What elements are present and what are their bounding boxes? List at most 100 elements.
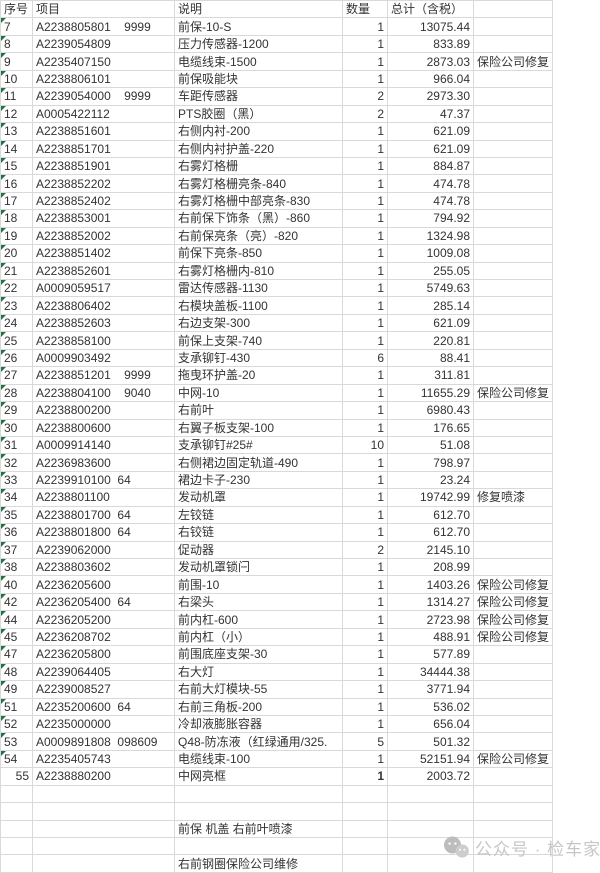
cell-seq[interactable]: 40 <box>0 575 33 594</box>
cell-seq[interactable]: 26 <box>0 348 33 368</box>
cell-total[interactable]: 11655.29 <box>387 383 474 403</box>
cell-total[interactable]: 621.09 <box>387 313 474 333</box>
cell-item-code[interactable]: A2238851201 9999 <box>32 366 175 385</box>
cell-description[interactable]: 右梁头 <box>174 592 343 612</box>
cell-item-code[interactable]: A2238800200 <box>32 401 175 420</box>
cell-note[interactable] <box>472 34 554 54</box>
cell-note[interactable] <box>472 209 554 228</box>
cell-item-code[interactable]: A2238852402 <box>32 191 175 211</box>
cell-item-code[interactable]: A0009903492 <box>32 348 175 368</box>
cell-total[interactable]: 88.41 <box>387 348 474 368</box>
cell-total[interactable]: 966.04 <box>387 69 474 89</box>
cell-total[interactable]: 220.81 <box>387 331 474 350</box>
cell-total[interactable]: 6980.43 <box>387 401 474 420</box>
cell-quantity[interactable]: 1 <box>342 383 388 403</box>
cell-note[interactable] <box>472 174 554 193</box>
cell-item-code[interactable]: A2238803602 <box>32 557 175 577</box>
cell-seq[interactable]: 19 <box>0 226 33 246</box>
cell-note[interactable] <box>472 418 554 437</box>
cell-quantity[interactable]: 1 <box>342 34 388 54</box>
cell-quantity[interactable]: 1 <box>342 575 388 594</box>
cell-item-code[interactable]: A2238801700 64 <box>32 505 175 525</box>
cell-seq[interactable]: 48 <box>0 662 33 682</box>
cell-note[interactable] <box>472 453 554 472</box>
cell-seq[interactable]: 13 <box>0 122 33 141</box>
cell-seq[interactable]: 47 <box>0 645 33 664</box>
cell-description[interactable]: 前围-10 <box>174 575 343 594</box>
cell-seq[interactable]: 16 <box>0 174 33 193</box>
cell-description[interactable]: 右侧内衬护盖-220 <box>174 139 343 158</box>
header-item[interactable]: 项目 <box>32 0 175 19</box>
cell-quantity[interactable]: 2 <box>342 87 388 106</box>
cell-total[interactable]: 19742.99 <box>387 488 474 507</box>
cell-total[interactable]: 833.89 <box>387 34 474 54</box>
cell-note[interactable] <box>472 156 554 176</box>
cell-total[interactable]: 51.08 <box>387 435 474 455</box>
cell-quantity[interactable]: 1 <box>342 680 388 699</box>
cell-total[interactable]: 23.24 <box>387 470 474 490</box>
cell-quantity[interactable]: 1 <box>342 610 388 629</box>
cell-seq[interactable]: 11 <box>0 87 33 106</box>
cell-total[interactable]: 798.97 <box>387 453 474 472</box>
cell-description[interactable]: 前保上支架-740 <box>174 331 343 350</box>
cell-seq[interactable]: 34 <box>0 488 33 507</box>
cell-description[interactable] <box>174 802 343 821</box>
cell-quantity[interactable]: 1 <box>342 488 388 507</box>
cell-description[interactable]: 前围底座支架-30 <box>174 645 343 664</box>
cell-total[interactable]: 2723.98 <box>387 610 474 629</box>
cell-item-code[interactable]: A2238851402 <box>32 244 175 263</box>
cell-quantity[interactable]: 1 <box>342 17 388 36</box>
cell-seq[interactable]: 28 <box>0 383 33 403</box>
cell-note[interactable] <box>472 17 554 36</box>
cell-quantity[interactable] <box>342 836 388 856</box>
cell-seq[interactable]: 8 <box>0 34 33 54</box>
cell-item-code[interactable]: A2238801100 <box>32 488 175 507</box>
cell-seq[interactable]: 36 <box>0 523 33 542</box>
cell-description[interactable]: 右大灯 <box>174 662 343 682</box>
cell-item-code[interactable]: A2239054000 9999 <box>32 87 175 106</box>
cell-quantity[interactable]: 1 <box>342 470 388 490</box>
cell-description[interactable] <box>174 836 343 856</box>
cell-note[interactable] <box>472 104 554 124</box>
cell-description[interactable]: 发动机罩 <box>174 488 343 507</box>
cell-note[interactable]: 保险公司修复 <box>472 383 554 403</box>
cell-quantity[interactable]: 1 <box>342 749 388 769</box>
cell-item-code[interactable]: A2238852601 <box>32 261 175 281</box>
cell-description[interactable]: 中网亮框 <box>174 767 343 786</box>
cell-description[interactable] <box>174 784 343 804</box>
cell-description[interactable]: 雷达传感器-1130 <box>174 278 343 298</box>
cell-total[interactable]: 536.02 <box>387 697 474 716</box>
cell-total[interactable]: 34444.38 <box>387 662 474 682</box>
cell-description[interactable]: 中网-10 <box>174 383 343 403</box>
cell-description[interactable]: PTS胶圈（黑） <box>174 104 343 124</box>
cell-item-code[interactable]: A2235000000 <box>32 714 175 734</box>
cell-quantity[interactable]: 1 <box>342 592 388 612</box>
cell-note[interactable] <box>472 348 554 368</box>
cell-total[interactable]: 3771.94 <box>387 680 474 699</box>
cell-description[interactable]: 支承铆钉#25# <box>174 435 343 455</box>
cell-item-code[interactable]: A2238853001 <box>32 209 175 228</box>
cell-quantity[interactable]: 1 <box>342 505 388 525</box>
cell-note[interactable]: 保险公司修复 <box>472 592 554 612</box>
cell-note[interactable] <box>472 732 554 751</box>
cell-quantity[interactable]: 1 <box>342 226 388 246</box>
cell-quantity[interactable]: 1 <box>342 278 388 298</box>
cell-item-code[interactable]: A2238851701 <box>32 139 175 158</box>
cell-seq[interactable]: 54 <box>0 749 33 769</box>
cell-item-code[interactable]: A2238800600 <box>32 418 175 437</box>
cell-note[interactable] <box>472 697 554 716</box>
cell-quantity[interactable]: 1 <box>342 366 388 385</box>
cell-quantity[interactable]: 2 <box>342 540 388 560</box>
cell-note[interactable] <box>472 401 554 420</box>
cell-item-code[interactable]: A2238805801 9999 <box>32 17 175 36</box>
cell-seq[interactable]: 9 <box>0 52 33 71</box>
cell-seq[interactable]: 32 <box>0 453 33 472</box>
cell-total[interactable]: 2003.72 <box>387 767 474 786</box>
cell-description[interactable]: 冷却液膨胀容器 <box>174 714 343 734</box>
cell-description[interactable]: 右前保亮条（亮）-820 <box>174 226 343 246</box>
cell-note[interactable] <box>472 505 554 525</box>
cell-note[interactable]: 保险公司修复 <box>472 52 554 71</box>
cell-quantity[interactable]: 1 <box>342 52 388 71</box>
cell-item-code[interactable]: A2238804100 9040 <box>32 383 175 403</box>
cell-quantity[interactable]: 1 <box>342 313 388 333</box>
